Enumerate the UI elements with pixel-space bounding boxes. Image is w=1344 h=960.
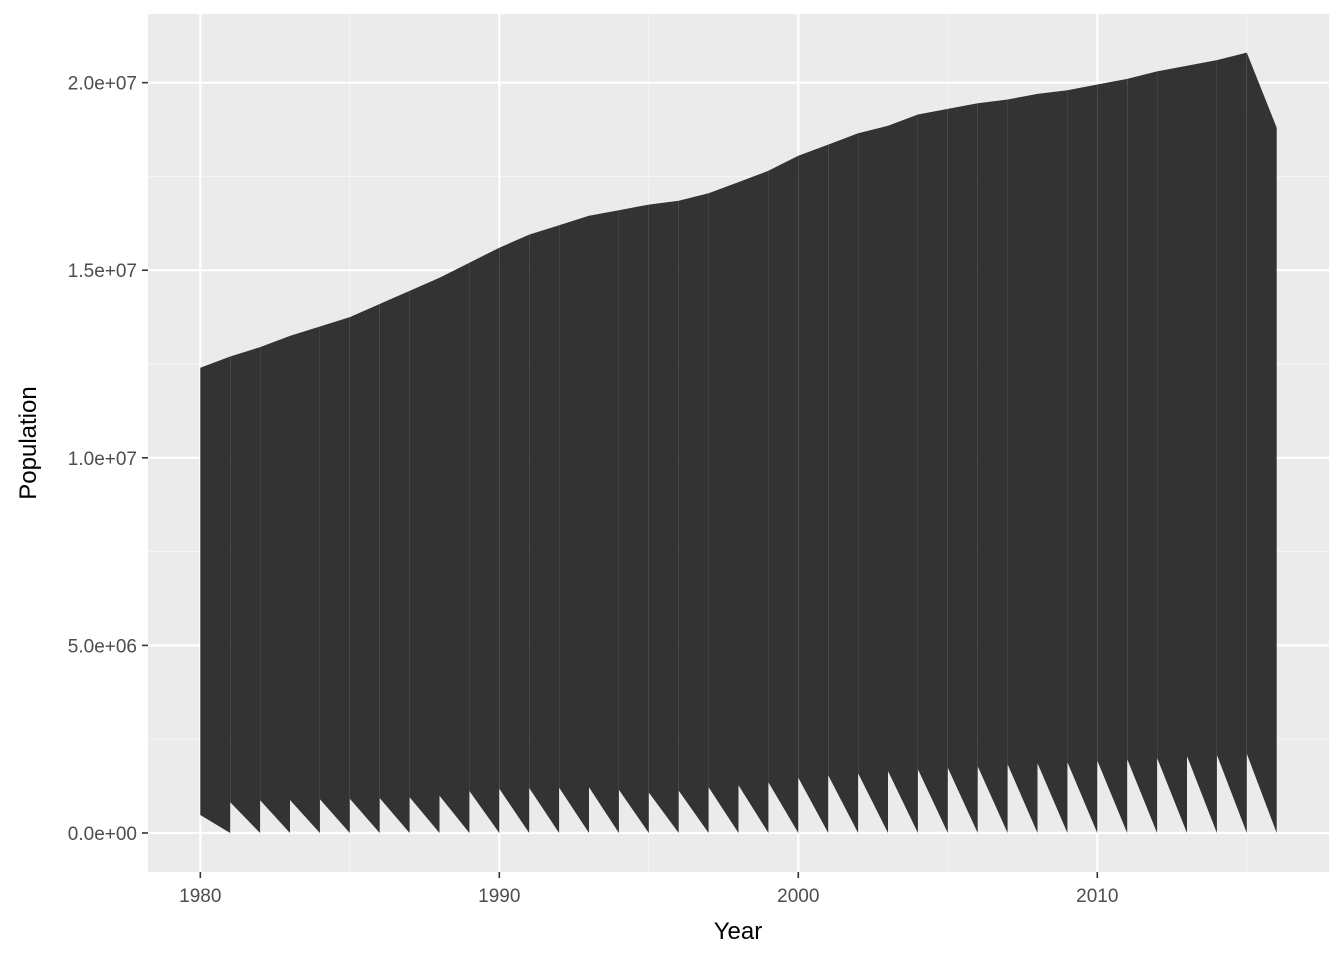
y-axis: 0.0e+00 5.0e+06 1.0e+07 1.5e+07 2.0e+07: [68, 74, 148, 845]
data-marks: [200, 52, 1277, 834]
area-segment-2010: [1097, 78, 1128, 833]
area-segment-1992: [559, 215, 589, 834]
area-segment-2014: [1216, 52, 1247, 834]
x-tick-label-3: 2010: [1076, 886, 1118, 907]
area-segment-1989: [469, 247, 500, 833]
area-segment-1983: [290, 326, 320, 833]
area-segment-1996: [678, 193, 709, 834]
area-segment-1986: [379, 290, 410, 833]
area-segment-2003: [888, 114, 918, 833]
x-tick-label-2: 2000: [777, 886, 819, 907]
y-tick-label-3: 1.5e+07: [68, 261, 137, 282]
area-segment-1981: [230, 347, 261, 833]
area-segment-2009: [1067, 84, 1098, 833]
area-segment-2013: [1187, 60, 1217, 834]
y-axis-title: Population: [15, 386, 42, 499]
area-segment-1988: [439, 262, 470, 833]
area-segment-2015: [1246, 52, 1277, 834]
area-segment-2004: [917, 108, 948, 833]
area-segment-2008: [1037, 90, 1068, 833]
area-segment-1997: [708, 182, 739, 834]
x-axis-title: Year: [714, 918, 763, 945]
x-tick-label-0: 1980: [179, 886, 221, 907]
area-segment-2011: [1127, 71, 1158, 833]
area-segment-1999: [768, 155, 799, 834]
area-segment-1985: [349, 304, 380, 833]
area-segment-2000: [798, 144, 829, 834]
area-segment-1993: [589, 210, 619, 833]
area-segment-1990: [499, 234, 530, 834]
x-tick-label-1: 1990: [478, 886, 520, 907]
area-segment-1998: [738, 170, 769, 834]
area-segment-1994: [618, 204, 649, 834]
y-tick-label-2: 1.0e+07: [68, 449, 137, 470]
area-segment-2005: [947, 103, 978, 834]
area-segment-1987: [409, 277, 440, 833]
area-segment-2012: [1157, 65, 1187, 834]
area-segment-1982: [260, 335, 290, 833]
area-segment-2006: [977, 99, 1008, 833]
y-tick-label-0: 0.0e+00: [68, 824, 137, 845]
area-segment-1984: [319, 317, 350, 834]
y-tick-label-1: 5.0e+06: [68, 636, 137, 657]
y-tick-label-4: 2.0e+07: [68, 74, 137, 95]
area-segment-1995: [648, 200, 679, 834]
area-segment-1980: [200, 356, 231, 833]
area-segment-2007: [1007, 93, 1038, 833]
area-segment-1991: [529, 225, 560, 833]
area-segment-2002: [858, 125, 888, 834]
area-segment-2001: [828, 133, 859, 834]
x-axis: 1980 1990 2000 2010: [179, 872, 1118, 907]
